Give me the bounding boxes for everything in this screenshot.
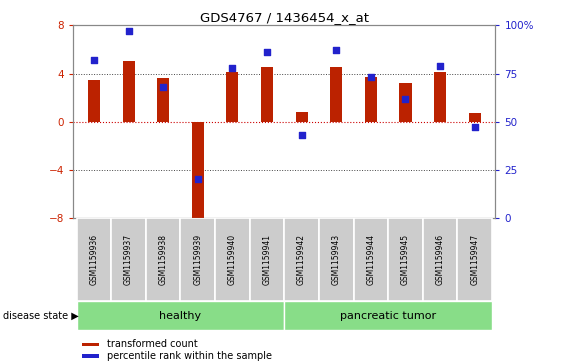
Bar	[365, 77, 377, 122]
Point	[193, 176, 202, 182]
Point	[367, 74, 376, 80]
Bar	[82, 343, 99, 346]
Point	[124, 28, 133, 34]
Bar	[192, 122, 204, 224]
Bar	[284, 218, 319, 301]
Text: healthy: healthy	[159, 311, 202, 321]
Text: GSM1159945: GSM1159945	[401, 234, 410, 285]
Bar	[434, 72, 446, 122]
Text: GSM1159947: GSM1159947	[470, 234, 479, 285]
Bar	[226, 72, 239, 122]
Point	[436, 63, 445, 69]
Text: GSM1159946: GSM1159946	[436, 234, 445, 285]
Text: transformed count: transformed count	[107, 339, 198, 350]
Bar	[330, 68, 342, 122]
Bar	[157, 78, 169, 122]
Bar	[77, 218, 111, 301]
Bar	[215, 218, 250, 301]
Text: GSM1159941: GSM1159941	[262, 234, 271, 285]
Point	[90, 57, 99, 63]
Point	[297, 132, 306, 138]
Text: GSM1159942: GSM1159942	[297, 234, 306, 285]
Bar	[423, 218, 457, 301]
Point	[228, 65, 237, 71]
Text: percentile rank within the sample: percentile rank within the sample	[107, 351, 272, 361]
Bar	[77, 301, 284, 330]
Bar	[468, 113, 481, 122]
Bar	[261, 68, 273, 122]
Point	[159, 84, 168, 90]
Text: GSM1159944: GSM1159944	[367, 234, 376, 285]
Point	[262, 49, 271, 55]
Text: GSM1159938: GSM1159938	[159, 234, 168, 285]
Bar	[181, 218, 215, 301]
Bar	[354, 218, 388, 301]
Text: GSM1159939: GSM1159939	[193, 234, 202, 285]
Bar	[123, 61, 135, 122]
Text: GSM1159940: GSM1159940	[228, 234, 237, 285]
Text: GSM1159936: GSM1159936	[90, 234, 99, 285]
Bar	[250, 218, 284, 301]
Point	[470, 125, 479, 130]
Text: GSM1159943: GSM1159943	[332, 234, 341, 285]
Bar	[296, 112, 307, 122]
Bar	[399, 83, 412, 122]
Bar	[82, 354, 99, 358]
Text: GSM1159937: GSM1159937	[124, 234, 133, 285]
Bar	[457, 218, 492, 301]
Point	[332, 48, 341, 53]
Title: GDS4767 / 1436454_x_at: GDS4767 / 1436454_x_at	[200, 11, 369, 24]
Bar	[284, 301, 492, 330]
Bar	[146, 218, 181, 301]
Bar	[88, 79, 100, 122]
Text: pancreatic tumor: pancreatic tumor	[340, 311, 436, 321]
Bar	[111, 218, 146, 301]
Point	[401, 95, 410, 101]
Bar	[388, 218, 423, 301]
Bar	[319, 218, 354, 301]
Text: disease state ▶: disease state ▶	[3, 311, 79, 321]
